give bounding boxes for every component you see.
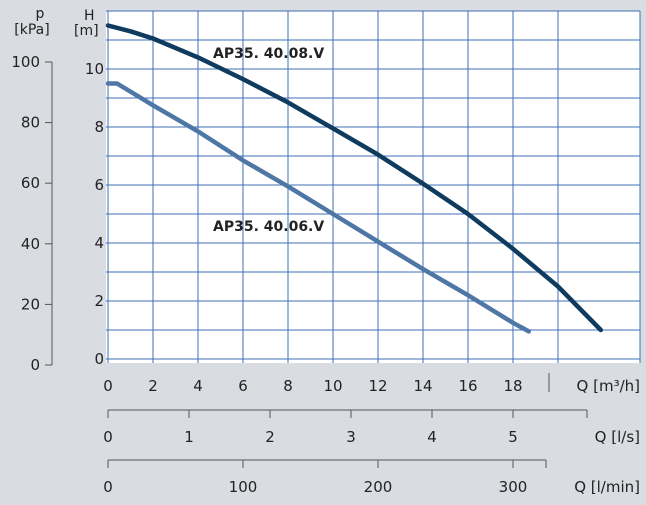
series-layer [105,23,604,334]
pressure-axis-unit: [kPa] [14,22,49,38]
pressure-tick-label: 0 [30,356,40,374]
series-line-1 [105,81,532,334]
flow-ls-tick-label: 5 [508,428,518,446]
pressure-tick-label: 100 [11,53,40,71]
flow-m3h-tick-label: 16 [458,377,477,395]
flow-ls-tick-label: 3 [346,428,356,446]
grid [106,10,641,363]
flow-m3h-axis-label: Q [m³/h] [577,377,640,395]
flow-m3h-tick-label: 12 [368,377,387,395]
flow-ls-axis-label: Q [l/s] [595,428,640,446]
plot-area [106,11,640,363]
head-tick-label: 10 [85,60,104,78]
flow-ls-tick-label: 0 [103,428,113,446]
pressure-tick-label: 60 [21,174,40,192]
series-label-ap35-40-08: AP35. 40.08.V [213,46,324,62]
series-line-0 [105,23,604,333]
flow-lmin-tick-label: 0 [103,478,113,496]
flow-lmin-axis-label: Q [l/min] [574,478,640,496]
head-axis-symbol: H [84,8,95,24]
flow-lmin-tick-label: 300 [499,478,528,496]
flow-ls-tick-label: 4 [427,428,437,446]
pressure-tick-label: 80 [21,114,40,132]
head-tick-label: 8 [94,118,104,136]
pressure-tick-label: 20 [21,295,40,313]
flow-m3h-tick-label: 4 [193,377,203,395]
flow-m3h-tick-label: 0 [103,377,113,395]
flow-m3h-tick-label: 18 [503,377,522,395]
flow-m3h-tick-label: 2 [148,377,158,395]
head-tick-label: 4 [94,234,104,252]
flow-lmin-tick-label: 100 [229,478,258,496]
flow-m3h-tick-label: 10 [323,377,342,395]
head-tick-label: 6 [94,176,104,194]
head-tick-label: 2 [94,292,104,310]
flow-m3h-tick-label: 8 [283,377,293,395]
head-tick-label: 0 [94,350,104,368]
flow-m3h-tick-label: 6 [238,377,248,395]
pressure-tick-label: 40 [21,235,40,253]
pressure-axis-symbol: p [36,6,45,22]
flow-m3h-tick-label: 14 [413,377,432,395]
flow-ls-tick-label: 2 [265,428,275,446]
flow-ls-tick-label: 1 [184,428,194,446]
head-axis-unit: [m] [74,23,99,39]
flow-lmin-tick-label: 200 [364,478,393,496]
series-label-ap35-40-06: AP35. 40.06.V [213,219,324,235]
